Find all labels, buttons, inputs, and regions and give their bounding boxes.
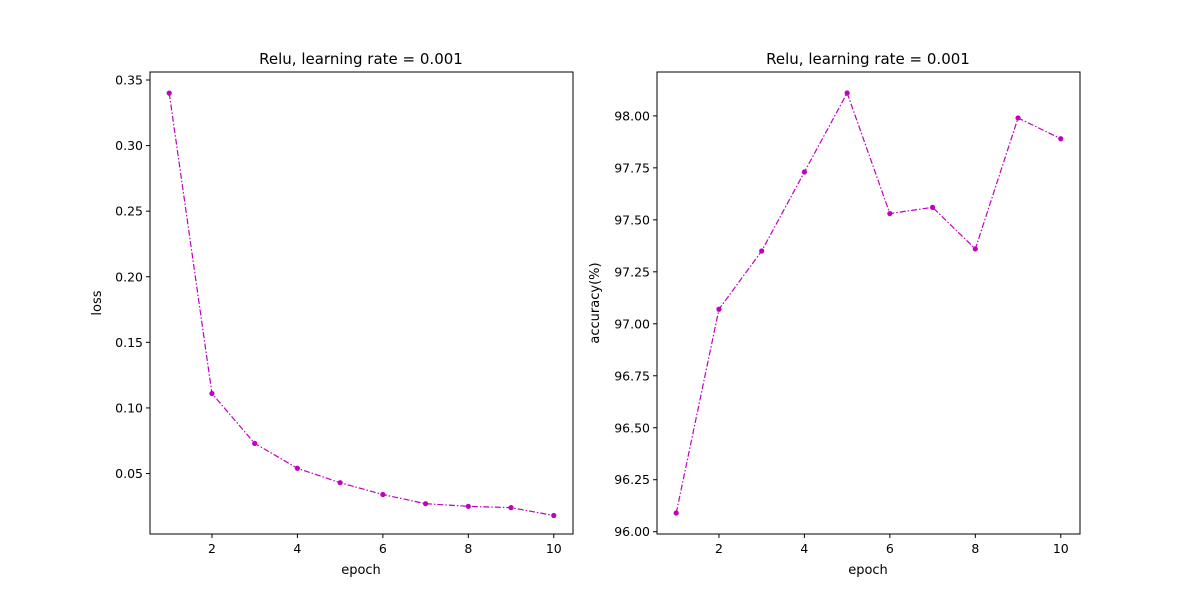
accuracy-x-tick-label: 2 (715, 541, 723, 556)
accuracy-axes-frame (656, 71, 1081, 535)
accuracy-data-point (1058, 136, 1064, 142)
accuracy-x-tick-label: 10 (1053, 541, 1069, 556)
accuracy-y-axis-label: accuracy(%) (588, 262, 603, 343)
accuracy-data-point (673, 510, 679, 516)
accuracy-x-tick-label: 6 (886, 541, 894, 556)
loss-data-point (166, 90, 172, 96)
loss-x-tick-label: 10 (546, 541, 562, 556)
accuracy-y-tick-label: 96.75 (614, 368, 650, 383)
accuracy-x-tick-label: 4 (800, 541, 808, 556)
loss-y-tick-label: 0.35 (115, 73, 143, 88)
accuracy-data-point (844, 90, 850, 96)
accuracy-x-tick-label: 8 (971, 541, 979, 556)
accuracy-y-tick-label: 97.25 (614, 264, 650, 279)
accuracy-x-axis-label: epoch (848, 563, 888, 578)
accuracy-y-tick-label: 98.00 (614, 108, 650, 123)
accuracy-y-tick-label: 96.25 (614, 472, 650, 487)
loss-y-tick-label: 0.10 (115, 400, 143, 415)
loss-plot-area: 2 4 6 8 10 0.05 0.10 0.15 0.20 0.25 0.30 0.35 (115, 71, 574, 556)
loss-y-tick-label: 0.15 (115, 335, 143, 350)
loss-data-point (337, 480, 343, 486)
loss-y-axis-label: loss (90, 290, 105, 315)
loss-data-point (209, 390, 215, 397)
loss-x-tick-label: 8 (464, 541, 472, 556)
accuracy-data-point (801, 169, 808, 175)
loss-y-tick-label: 0.20 (115, 269, 143, 284)
accuracy-y-tick-label: 96.00 (614, 524, 650, 539)
loss-data-point (508, 505, 514, 511)
accuracy-data-point (887, 210, 893, 217)
accuracy-y-tick-label: 97.00 (614, 316, 650, 331)
loss-panel: Relu, learning rate = 0.001 epoch loss 2… (90, 50, 574, 578)
loss-data-point (422, 501, 429, 507)
loss-y-tick-label: 0.30 (115, 138, 143, 153)
accuracy-y-tick-label: 97.50 (614, 212, 650, 227)
accuracy-data-point (929, 204, 936, 210)
loss-data-point (380, 491, 386, 498)
accuracy-series-line (675, 91, 1062, 514)
accuracy-y-tick-label: 97.75 (614, 160, 650, 175)
loss-axes-frame (149, 71, 574, 535)
accuracy-plot-area: 2 4 6 8 10 96.00 96.25 96.50 96.75 97.00 97.25 97.5… (614, 71, 1081, 556)
loss-x-axis-label: epoch (341, 563, 381, 578)
loss-x-tick-label: 4 (293, 541, 301, 556)
accuracy-data-point (759, 248, 765, 254)
loss-data-point (252, 440, 258, 446)
loss-series-line (168, 93, 554, 517)
loss-data-point (465, 503, 471, 509)
accuracy-data-point (716, 306, 722, 312)
accuracy-chart-title: Relu, learning rate = 0.001 (766, 50, 970, 68)
loss-x-tick-label: 6 (379, 541, 387, 556)
loss-chart-title: Relu, learning rate = 0.001 (259, 50, 463, 68)
loss-x-tick-label: 2 (208, 541, 216, 556)
loss-data-point (294, 465, 301, 471)
loss-y-tick-label: 0.05 (115, 466, 143, 481)
loss-y-tick-label: 0.25 (115, 204, 143, 219)
loss-data-point (551, 512, 557, 519)
accuracy-data-point (1015, 115, 1021, 121)
accuracy-data-point (972, 246, 978, 252)
accuracy-panel: Relu, learning rate = 0.001 epoch accura… (588, 50, 1081, 578)
accuracy-y-tick-label: 96.50 (614, 420, 650, 435)
